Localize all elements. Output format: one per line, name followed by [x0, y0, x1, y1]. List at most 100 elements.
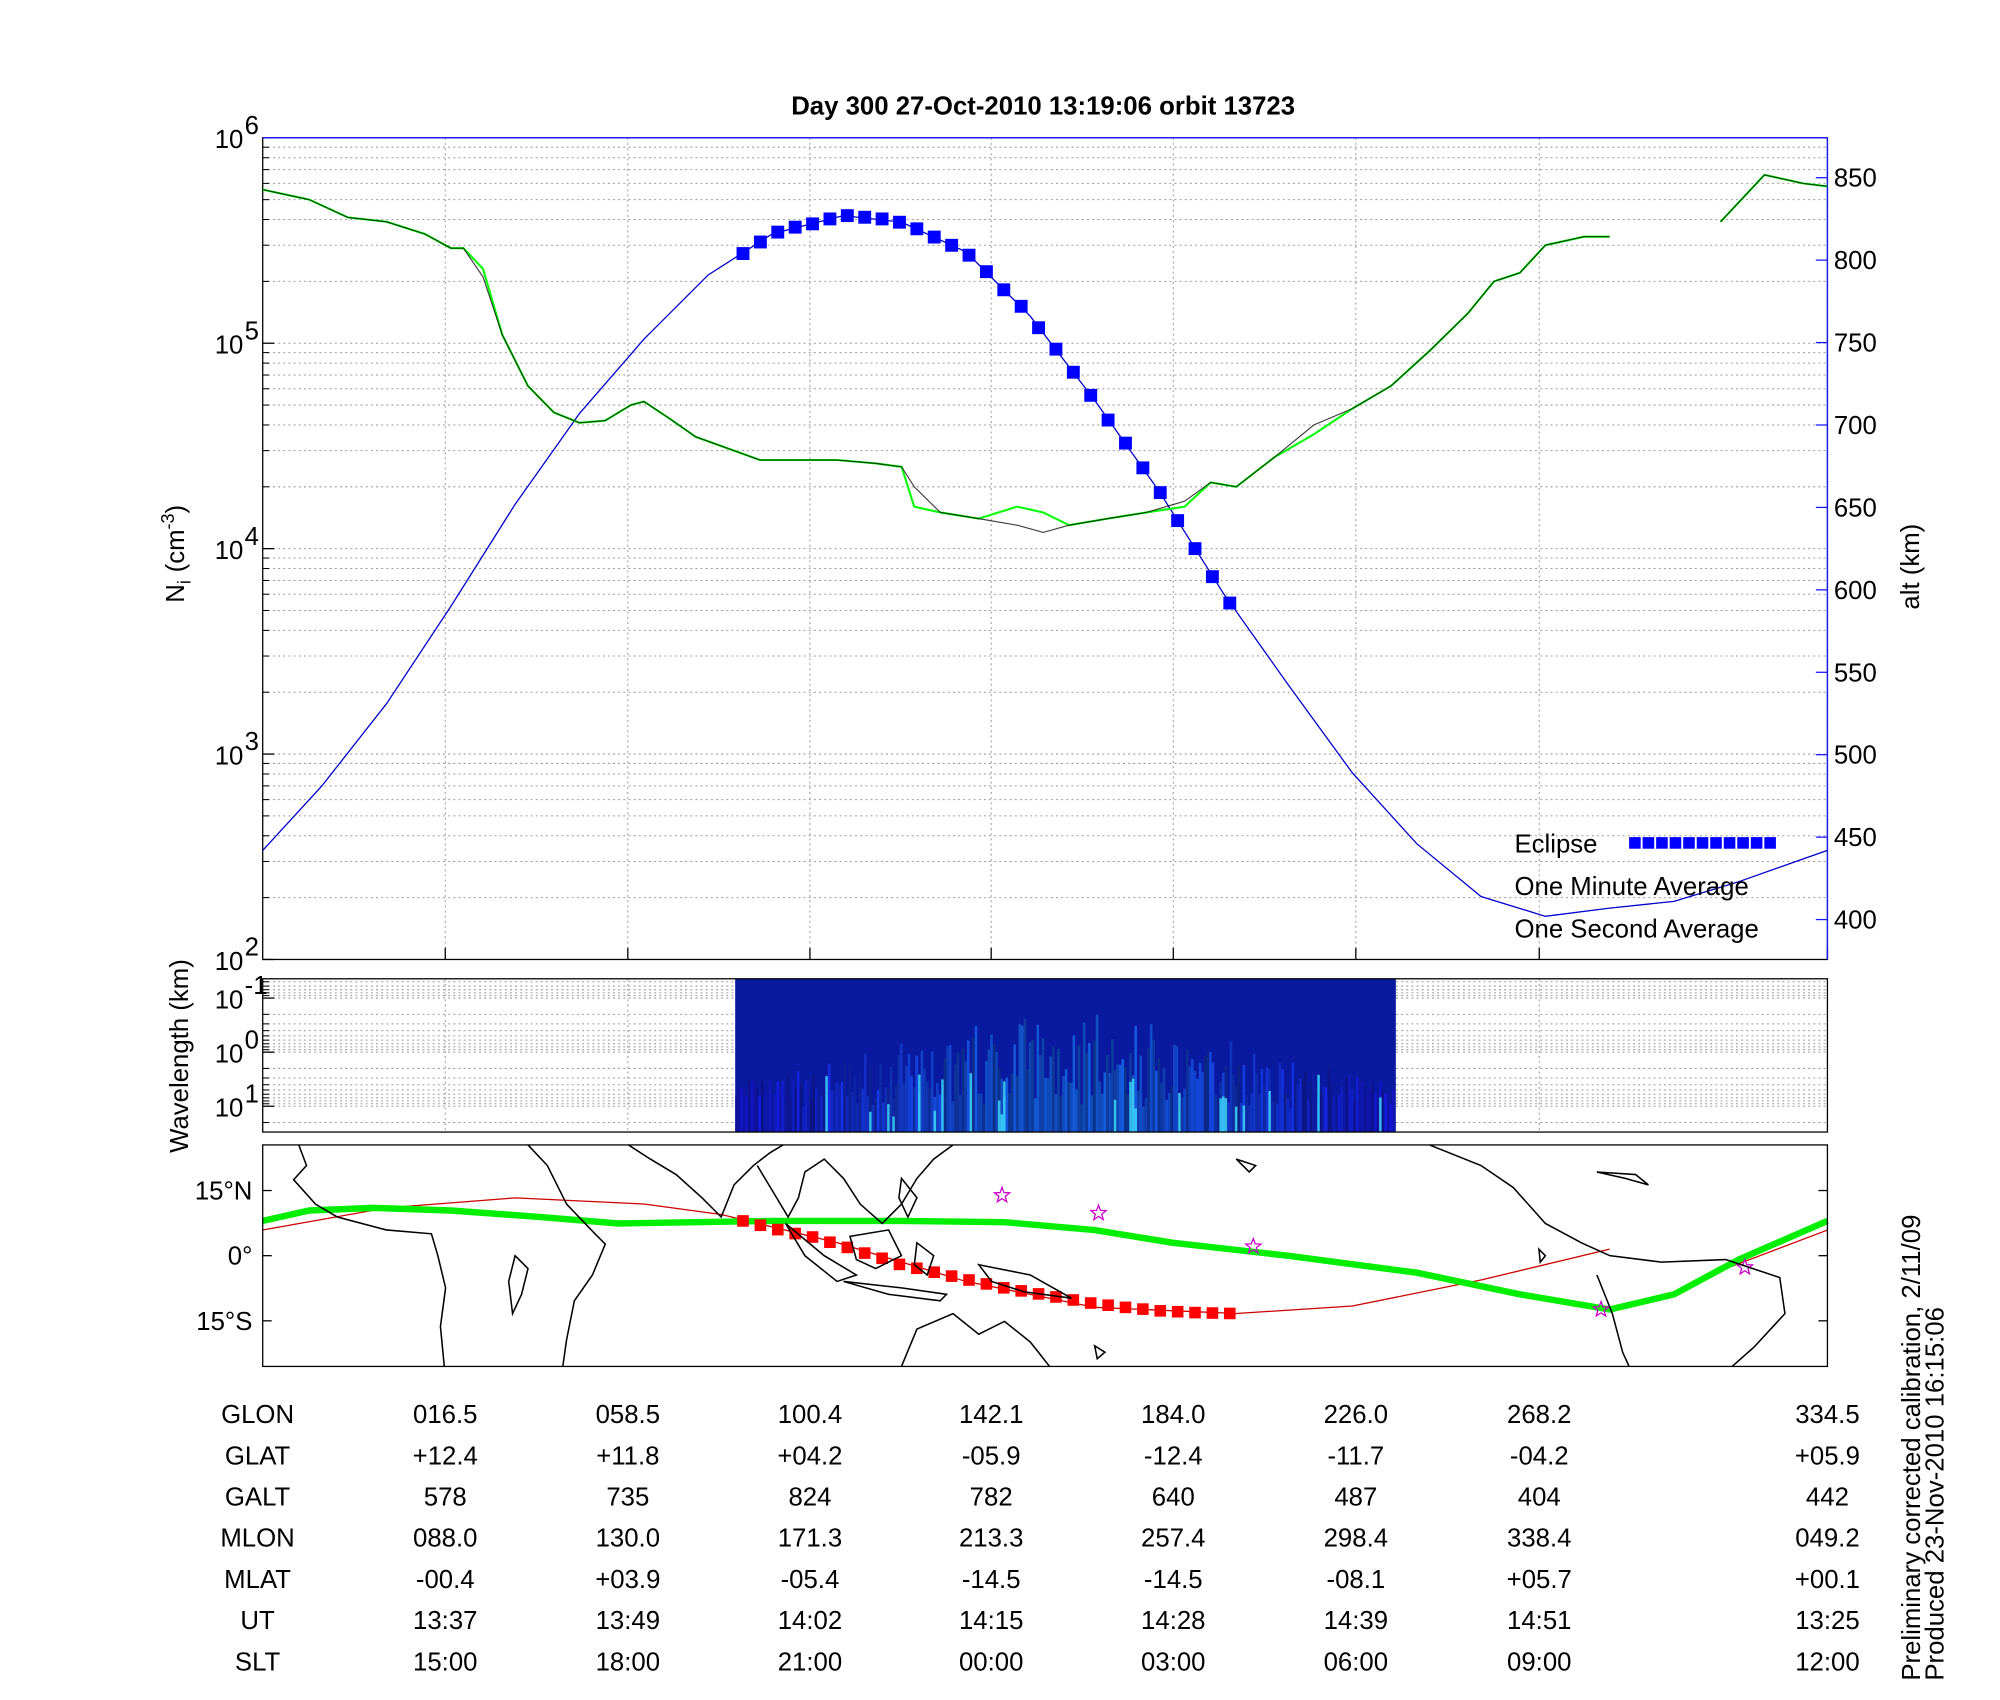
table-cell: -11.7	[1327, 1442, 1384, 1470]
spectrogram-texture	[1206, 1053, 1210, 1133]
spectrogram-texture	[1196, 1078, 1199, 1133]
legend-marker	[1764, 837, 1776, 849]
spectrogram-texture	[1139, 1055, 1143, 1133]
spectrogram-texture	[1229, 1041, 1233, 1133]
eclipse-track-marker	[997, 1282, 1010, 1294]
spectrogram-texture	[936, 1082, 939, 1133]
spectrogram-texture	[1291, 1062, 1295, 1133]
spectrogram-texture	[768, 1080, 772, 1133]
spectrogram-texture	[750, 1081, 754, 1133]
y-tick-exponent: 6	[245, 112, 259, 140]
table-row-name: UT	[240, 1607, 275, 1635]
table-cell: 338.4	[1507, 1525, 1571, 1553]
spectrogram-texture	[1188, 1066, 1192, 1133]
spectrogram-texture	[1160, 1082, 1163, 1133]
spectrogram-texture	[1147, 1048, 1150, 1133]
note: Produced 23-Nov-2010 16:15:06	[1921, 1307, 1949, 1681]
spectrogram-texture	[1062, 1075, 1065, 1133]
table-cell: 184.0	[1141, 1401, 1205, 1429]
spectrogram-texture	[1268, 1090, 1271, 1133]
spectrogram-texture	[938, 1094, 942, 1133]
y-tick-exponent: 3	[245, 728, 259, 756]
spectrogram-texture	[1332, 1096, 1336, 1133]
spectrogram-texture	[1224, 1098, 1228, 1133]
legend-label: Eclipse	[1514, 831, 1597, 859]
spectrogram-texture	[1278, 1062, 1282, 1133]
spectrogram-texture	[1023, 1018, 1027, 1133]
spectrogram-texture	[1118, 1064, 1122, 1133]
star-marker	[992, 1185, 1012, 1204]
spectrogram-texture	[766, 1089, 769, 1133]
table-row-name: MLAT	[224, 1566, 291, 1594]
spectrogram-texture	[1162, 1067, 1166, 1133]
table-cell: 782	[970, 1484, 1013, 1512]
spectrogram-texture	[902, 1083, 906, 1133]
spectrogram-texture	[789, 1100, 792, 1133]
spectrogram-texture	[1041, 1038, 1045, 1133]
spectrogram-texture	[1010, 1074, 1014, 1133]
spectrogram-texture	[763, 1089, 767, 1133]
eclipse-track-marker	[928, 1266, 941, 1278]
coastline	[848, 1229, 903, 1270]
spectrogram-texture	[1111, 1039, 1114, 1133]
spectrogram-texture	[974, 1025, 978, 1133]
coastline	[1093, 1344, 1107, 1361]
spectrogram-texture	[1345, 1077, 1349, 1133]
spectrogram-texture	[1015, 1076, 1019, 1133]
spectrogram-texture	[1252, 1053, 1256, 1133]
spectrogram-texture	[1165, 1099, 1168, 1133]
table-cell: -05.9	[962, 1442, 1021, 1470]
y-tick-exponent: -1	[245, 972, 268, 1000]
spectrogram-texture	[1260, 1068, 1264, 1133]
spectrogram-texture	[897, 1055, 901, 1133]
spectrogram-texture	[1142, 1106, 1145, 1133]
spectrogram-texture	[1170, 1087, 1174, 1133]
spectrogram-texture	[1167, 1092, 1171, 1133]
spectrogram-texture	[1286, 1099, 1289, 1133]
spectrogram-texture	[966, 1040, 970, 1133]
spectrogram-texture	[1265, 1067, 1269, 1133]
spectrogram-texture	[1245, 1094, 1248, 1133]
table-cell: 03:00	[1141, 1648, 1205, 1676]
spectrogram-texture	[1028, 1042, 1032, 1133]
table-cell: 016.5	[413, 1401, 477, 1429]
table-cell: 578	[424, 1484, 467, 1512]
spectrogram-texture	[1314, 1087, 1318, 1133]
spectrogram-texture	[1144, 1097, 1148, 1133]
spectrogram-texture	[1304, 1071, 1307, 1133]
note-text: Preliminary corrected calibration, 2/11/…	[1898, 1215, 1926, 1681]
eclipse-marker	[1188, 542, 1202, 556]
spectrogram-texture	[822, 1091, 826, 1133]
spectrogram-texture	[835, 1082, 839, 1133]
spectrogram-texture	[1090, 1095, 1094, 1133]
eclipse-track-marker	[824, 1236, 836, 1249]
spectrogram-texture	[1255, 1073, 1259, 1133]
spectrogram-texture	[925, 1081, 929, 1133]
spectrogram-texture	[1036, 1024, 1040, 1133]
spectrogram-texture	[995, 1051, 998, 1133]
table-cell: 06:00	[1324, 1648, 1388, 1676]
spectrogram-texture	[773, 1093, 777, 1133]
spectrogram-texture	[1100, 1093, 1104, 1133]
spectrogram-texture	[1183, 1088, 1186, 1133]
eclipse-marker	[840, 209, 854, 223]
eclipse-marker	[979, 265, 993, 279]
spectrogram-texture	[861, 1088, 864, 1133]
spectrogram-texture	[776, 1081, 779, 1133]
spectrogram-texture	[1312, 1073, 1315, 1133]
spectrogram-texture	[1221, 1096, 1225, 1133]
spectrogram-texture	[933, 1110, 937, 1133]
table-cell: 09:00	[1507, 1648, 1571, 1676]
spectrogram-texture	[1082, 1022, 1086, 1133]
table-cell: 171.3	[778, 1525, 842, 1553]
spectrogram-texture	[1057, 1048, 1060, 1133]
eclipse-marker	[1223, 596, 1237, 610]
spectrogram-texture	[1281, 1068, 1284, 1133]
spectrogram-texture	[905, 1065, 908, 1133]
spectrogram-texture	[1116, 1064, 1119, 1133]
table-cell: +11.8	[596, 1442, 659, 1470]
spectrogram-texture	[1039, 1055, 1042, 1133]
coastline	[1596, 1274, 1630, 1367]
spectrogram-texture	[863, 1053, 867, 1133]
eclipse-track-marker	[1206, 1307, 1219, 1319]
